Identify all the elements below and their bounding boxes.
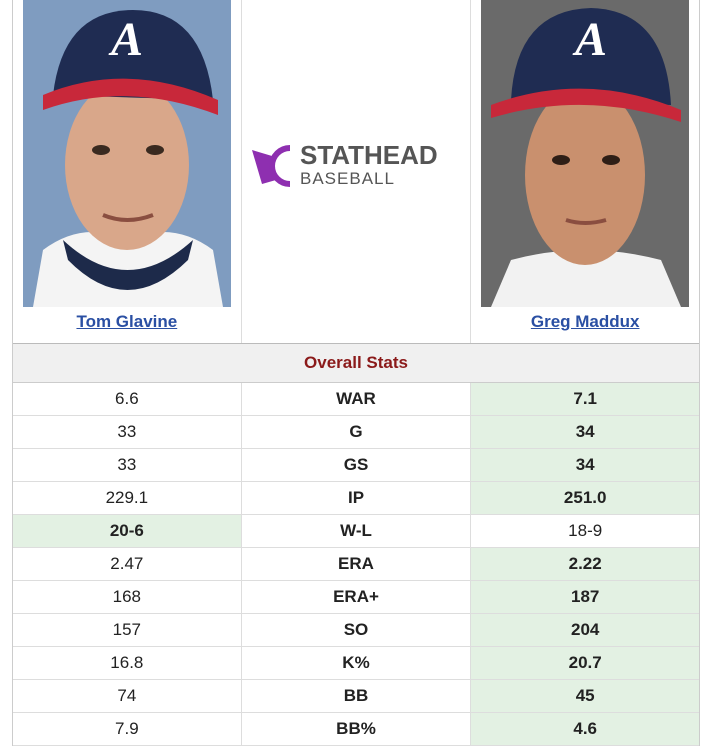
comparison-table: A Tom Glavine STATHEAD BASEBALL A [12, 0, 700, 746]
left-value: 74 [117, 686, 137, 705]
svg-text:A: A [572, 13, 607, 66]
stat-row: 6.6 WAR 7.1 [13, 383, 700, 416]
right-value: 251.0 [471, 482, 700, 514]
logo-cell: STATHEAD BASEBALL [240, 0, 472, 343]
stat-name: ERA+ [240, 581, 472, 613]
right-value: 2.22 [471, 548, 700, 580]
left-value: 16.8 [110, 653, 144, 672]
right-value: 34 [471, 449, 700, 481]
right-value: 4.6 [471, 713, 700, 745]
section-title: Overall Stats [13, 344, 699, 383]
stat-row: 74 BB 45 [13, 680, 700, 713]
stat-row: 2.47 ERA 2.22 [13, 548, 700, 581]
player-link[interactable]: Greg Maddux [530, 312, 640, 331]
stat-row: 157 SO 204 [13, 614, 700, 647]
stat-name: SO [240, 614, 472, 646]
stat-row: 229.1 IP 251.0 [13, 482, 700, 515]
stat-row: 168 ERA+ 187 [13, 581, 700, 614]
player-link[interactable]: Tom Glavine [76, 312, 178, 331]
stat-row: 16.8 K% 20.7 [13, 647, 700, 680]
logo-sub: BASEBALL [300, 169, 395, 188]
logo: STATHEAD BASEBALL [251, 140, 438, 188]
stat-name: K% [240, 647, 472, 679]
left-value: 20-6 [13, 515, 241, 547]
stat-name: GS [240, 449, 472, 481]
right-value: 45 [471, 680, 700, 712]
svg-text:A: A [108, 13, 143, 66]
stat-name: BB% [240, 713, 472, 745]
stat-name: IP [240, 482, 472, 514]
left-value: 6.6 [115, 389, 139, 408]
stat-name: ERA [240, 548, 472, 580]
left-value: 168 [112, 587, 142, 606]
stat-name: G [240, 416, 472, 448]
left-value: 33 [117, 455, 137, 474]
right-value: 187 [471, 581, 700, 613]
stat-row: 33 GS 34 [13, 449, 700, 482]
left-player: A Tom Glavine [13, 0, 241, 343]
right-value: 20.7 [471, 647, 700, 679]
left-value: 7.9 [115, 719, 139, 738]
header: A Tom Glavine STATHEAD BASEBALL A [13, 0, 699, 344]
left-value: 2.47 [110, 554, 144, 573]
stat-row: 33 G 34 [13, 416, 700, 449]
stat-name: WAR [240, 383, 472, 415]
stat-name: W-L [240, 515, 472, 547]
right-player: A Greg Maddux [471, 0, 699, 343]
left-value: 229.1 [105, 488, 149, 507]
left-value: 157 [112, 620, 142, 639]
right-value: 18-9 [568, 521, 603, 540]
logo-brand: STATHEAD [300, 140, 438, 170]
stat-row: 20-6 W-L 18-9 [13, 515, 699, 548]
stat-name: BB [240, 680, 472, 712]
stat-row: 7.9 BB% 4.6 [13, 713, 700, 746]
player-photo: A [23, 0, 231, 307]
left-value: 33 [117, 422, 137, 441]
player-photo: A [481, 0, 690, 307]
right-value: 34 [471, 416, 700, 448]
right-value: 7.1 [471, 383, 700, 415]
stat-rows: 6.6 WAR 7.1 33 G 34 33 GS 34 229.1 IP 251.0 20-6 W-L 1… [13, 383, 700, 746]
right-value: 204 [471, 614, 700, 646]
